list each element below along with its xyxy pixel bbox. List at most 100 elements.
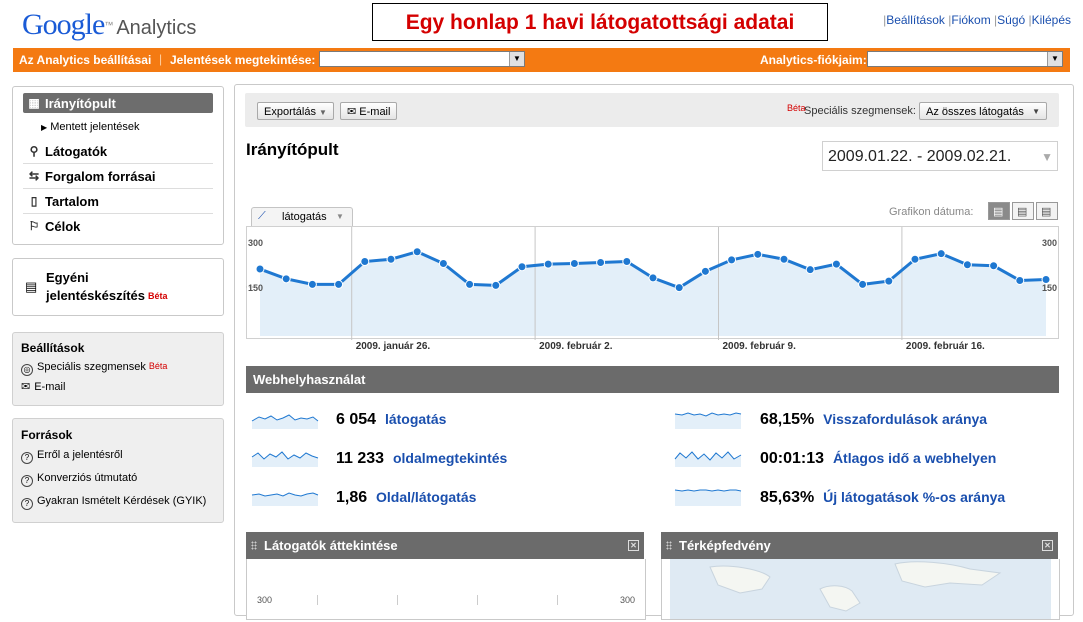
data-point xyxy=(910,254,920,264)
data-point xyxy=(622,257,632,267)
stat-value: 00:01:13 Átlagos idő a webhelyen xyxy=(760,450,997,467)
email-link[interactable]: ✉ E-mail xyxy=(21,380,65,393)
x-tick-label: 2009. február 2. xyxy=(539,341,613,352)
saved-reports-link[interactable]: ▶ Mentett jelentések xyxy=(41,121,140,133)
stat-pages-per-visit: 1,86 Oldal/látogatás xyxy=(336,489,636,509)
flag-icon: ⚐ xyxy=(28,219,40,233)
visitors-overview-header[interactable]: Látogatók áttekintése ✕ xyxy=(246,532,644,559)
nav-item-goals[interactable]: ⚐ Célok xyxy=(23,213,213,238)
line-chart-icon: ⟋ xyxy=(258,210,266,222)
conversion-guide-link[interactable]: ? Konverziós útmutató xyxy=(21,472,137,487)
data-point xyxy=(412,247,422,257)
chart-area xyxy=(260,251,1046,336)
help-icon: ? xyxy=(21,475,33,487)
x-tick-label: 2009. január 26. xyxy=(356,341,431,352)
mini-chart-tick-left: 300 xyxy=(257,595,273,605)
data-point xyxy=(1041,274,1051,284)
data-point xyxy=(360,257,370,267)
nav-item-content[interactable]: ▯ Tartalom xyxy=(23,188,213,213)
page-icon: ▯ xyxy=(30,194,38,208)
close-icon[interactable]: ✕ xyxy=(1042,540,1053,551)
data-point xyxy=(386,254,396,264)
logo-analytics-text: Analytics xyxy=(116,17,197,39)
export-button[interactable]: Exportálás ▼ xyxy=(257,102,334,120)
export-label: Exportálás xyxy=(264,106,316,118)
data-point xyxy=(465,279,475,289)
week-view-icon: ▤ xyxy=(1017,206,1028,218)
my-account-link[interactable]: Fiókom xyxy=(951,13,991,27)
stat-value: 85,63% Új látogatások %-os aránya xyxy=(760,489,1006,506)
drag-handle-icon[interactable] xyxy=(251,541,257,550)
main-panel: Exportálás ▼ ✉ E-mail Béta Speciális sze… xyxy=(234,84,1074,616)
data-point xyxy=(491,280,501,290)
about-report-link[interactable]: ? Erről a jelentésről xyxy=(21,449,123,464)
email-button[interactable]: ✉ E-mail xyxy=(340,102,398,120)
mini-chart-grid xyxy=(397,595,398,605)
custom-reporting-link[interactable]: Egyéni jelentéskészítés Béta xyxy=(46,269,168,305)
bounce-rate-sparkline xyxy=(674,412,742,429)
week-view-button[interactable]: ▤ xyxy=(1012,202,1034,220)
chevron-down-icon[interactable]: ▼ xyxy=(1041,150,1053,164)
help-icon: ? xyxy=(21,498,33,510)
page-banner: Egy honlap 1 havi látogatottsági adatai xyxy=(372,3,828,41)
month-view-button[interactable]: ▤ xyxy=(1036,202,1058,220)
beta-badge: Béta xyxy=(787,103,806,113)
stat-link[interactable]: oldalmegtekintés xyxy=(392,450,508,466)
mini-chart-grid xyxy=(317,595,318,605)
nav-item-traffic-sources[interactable]: ⇆ Forgalom forrásai xyxy=(23,163,213,188)
stat-link[interactable]: látogatás xyxy=(384,411,447,427)
day-view-button[interactable]: ▤ xyxy=(988,202,1010,220)
metric-selector-tab[interactable]: ⟋ látogatás ▼ xyxy=(251,207,353,227)
stat-link[interactable]: Új látogatások %-os aránya xyxy=(823,489,1006,505)
top-links: |Beállítások |Fiókom |Súgó |Kilépés xyxy=(883,13,1071,27)
date-range-picker[interactable]: 2009.01.22. - 2009.02.21. ▼ xyxy=(822,141,1058,171)
saved-reports-label: Mentett jelentések xyxy=(50,121,140,133)
beta-badge: Béta xyxy=(148,291,168,301)
accounts-select[interactable]: ▼ xyxy=(867,51,1063,67)
segments-label: Speciális szegmensek: xyxy=(804,105,916,117)
segments-dropdown[interactable]: Az összes látogatás ▼ xyxy=(919,102,1047,120)
map-landmass xyxy=(709,561,1002,612)
view-reports-select[interactable]: ▼ xyxy=(319,51,525,67)
chevron-down-icon[interactable]: ▼ xyxy=(1047,52,1062,66)
nav-item-label: Célok xyxy=(45,219,81,234)
sign-out-link[interactable]: Kilépés xyxy=(1031,13,1071,27)
stat-link[interactable]: Visszafordulások aránya xyxy=(823,411,988,427)
data-point xyxy=(517,262,527,272)
advanced-segments-link[interactable]: ◎ Speciális szegmensek Béta xyxy=(21,361,167,376)
data-point xyxy=(989,261,999,271)
settings-title: Beállítások xyxy=(21,341,85,355)
chevron-down-icon[interactable]: ▼ xyxy=(509,52,524,66)
custom-reporting-box[interactable]: ▤ Egyéni jelentéskészítés Béta xyxy=(12,258,224,316)
nav-item-dashboard[interactable]: ▦ Irányítópult xyxy=(23,93,213,113)
stat-link[interactable]: Átlagos idő a webhelyen xyxy=(832,450,997,466)
report-toolbar: Exportálás ▼ ✉ E-mail Béta Speciális sze… xyxy=(245,93,1059,127)
pageviews-sparkline xyxy=(251,451,319,467)
stat-link[interactable]: Oldal/látogatás xyxy=(376,489,477,505)
data-point xyxy=(648,273,658,283)
data-point xyxy=(753,249,763,259)
data-point xyxy=(962,260,972,270)
drag-handle-icon[interactable] xyxy=(666,541,672,550)
data-point xyxy=(596,258,606,267)
y-tick-label-left: 300 xyxy=(248,238,263,248)
nav-item-visitors[interactable]: ⚲ Látogatók xyxy=(23,139,213,163)
resources-title: Források xyxy=(21,428,73,442)
date-range-value: 2009.01.22. - 2009.02.21. xyxy=(828,148,1012,165)
site-usage-header: Webhelyhasználat xyxy=(246,366,1059,393)
data-point xyxy=(1015,275,1025,285)
analytics-settings-link[interactable]: Az Analytics beállításai xyxy=(19,53,152,67)
close-icon[interactable]: ✕ xyxy=(628,540,639,551)
help-link[interactable]: Súgó xyxy=(997,13,1026,27)
settings-link[interactable]: Beállítások xyxy=(886,13,945,27)
stat-value: 68,15% Visszafordulások aránya xyxy=(760,411,988,428)
map-overlay-header[interactable]: Térképfedvény ✕ xyxy=(661,532,1058,559)
world-map[interactable] xyxy=(670,559,1051,619)
report-icon: ▤ xyxy=(25,279,38,294)
resource-label: Konverziós útmutató xyxy=(37,472,138,484)
data-point xyxy=(805,265,815,275)
view-reports-label: Jelentések megtekintése: xyxy=(170,53,316,67)
visits-chart: 2009. január 26. 2009. február 2. 2009. fe… xyxy=(246,226,1059,352)
email-label: E-mail xyxy=(359,106,391,118)
faq-link[interactable]: ? Gyakran Ismételt Kérdések (GYIK) xyxy=(21,495,206,510)
